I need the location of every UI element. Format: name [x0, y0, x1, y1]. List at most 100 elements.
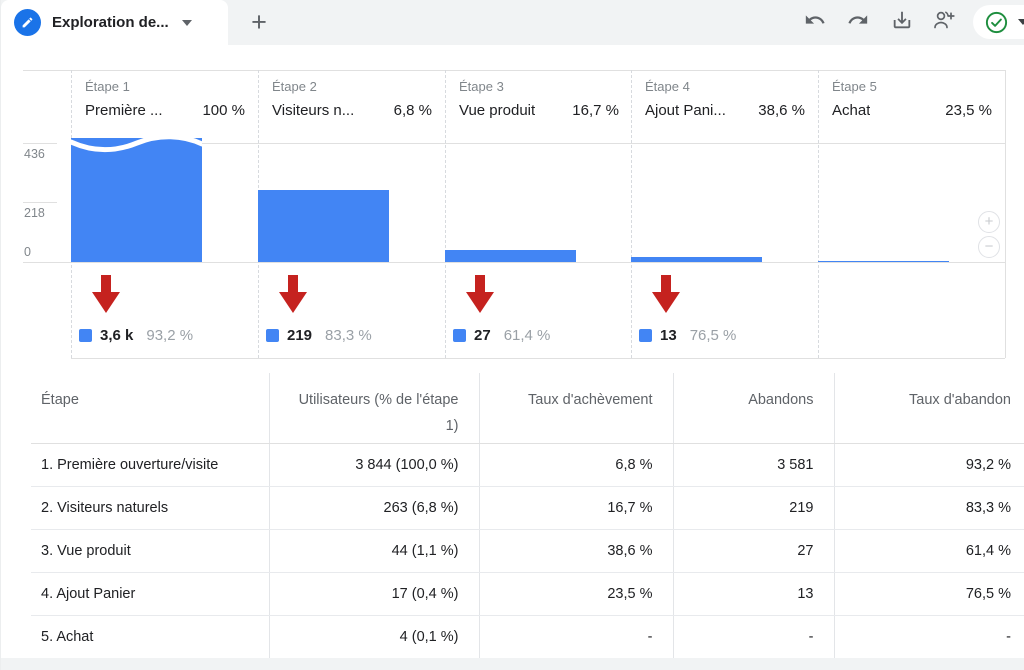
funnel-step-header-1[interactable]: Étape 1 Première ... 100 % [72, 70, 257, 130]
redo-icon [848, 15, 868, 24]
step-name: Première ... [85, 102, 163, 119]
funnel-column-divider [445, 70, 446, 358]
value-cell[interactable]: 61,4 % [833, 529, 1024, 573]
step-name-row: Vue produit 16,7 % [459, 102, 619, 119]
value-cell[interactable]: 17 (0,4 %) [268, 572, 479, 616]
step-etape-label: Étape 4 [645, 79, 690, 94]
step-etape-label: Étape 5 [832, 79, 877, 94]
value-cell[interactable]: 27 [672, 529, 834, 573]
value-cell[interactable]: 16,7 % [478, 486, 673, 530]
column-header-3: Taux d'achèvement [478, 373, 673, 444]
step-completion-rate: 38,6 % [758, 102, 805, 119]
x-axis-baseline [23, 262, 1005, 263]
step-label-cell[interactable]: 5. Achat [31, 615, 269, 659]
funnel-panel-right-border [1005, 70, 1006, 358]
status-check-icon [985, 11, 1008, 33]
funnel-bar-step-2[interactable] [258, 190, 389, 262]
step-name-row: Visiteurs n... 6,8 % [272, 102, 432, 119]
funnel-bar-step-4[interactable] [631, 257, 762, 262]
abandonment-arrow-icon [92, 275, 120, 313]
legend-color-swatch [453, 329, 466, 342]
value-cell[interactable]: 13 [672, 572, 834, 616]
horizontal-scrollbar-track[interactable] [1, 658, 1024, 670]
abandonment-count: 3,6 k [100, 327, 134, 344]
value-cell[interactable]: - [478, 615, 673, 659]
add-tab-button[interactable]: + [228, 0, 290, 45]
value-cell[interactable]: 4 (0,1 %) [268, 615, 479, 659]
value-cell[interactable]: 3 581 [672, 443, 834, 487]
zoom-out-icon: − [984, 238, 994, 255]
step-label-cell[interactable]: 2. Visiteurs naturels [31, 486, 269, 530]
tab-strip: Exploration de... + [1, 0, 1024, 45]
abandonment-legend: 219 83,3 % [266, 327, 372, 344]
tab-exploration[interactable]: Exploration de... [1, 0, 228, 45]
funnel-column-divider [818, 70, 819, 358]
abandonment-legend: 27 61,4 % [453, 327, 550, 344]
value-cell[interactable]: 23,5 % [478, 572, 673, 616]
funnel-column-divider [631, 70, 632, 358]
y-axis-tick-mark [23, 202, 57, 203]
funnel-panel-top-border [23, 70, 1005, 71]
value-cell[interactable]: 83,3 % [833, 486, 1024, 530]
pencil-icon [22, 17, 33, 28]
abandonment-legend: 13 76,5 % [639, 327, 736, 344]
value-cell[interactable]: 3 844 (100,0 %) [268, 443, 479, 487]
value-cell[interactable]: 263 (6,8 %) [268, 486, 479, 530]
table-row-4[interactable]: 4. Ajout Panier 17 (0,4 %) 23,5 % 13 76,5 % [31, 572, 1024, 616]
step-label-cell[interactable]: 4. Ajout Panier [31, 572, 269, 616]
step-label-cell[interactable]: 3. Vue produit [31, 529, 269, 573]
step-name: Ajout Pani... [645, 102, 726, 119]
step-name: Vue produit [459, 102, 536, 119]
value-cell[interactable]: 44 (1,1 %) [268, 529, 479, 573]
validation-status-button[interactable] [973, 5, 1024, 39]
funnel-step-header-3[interactable]: Étape 3 Vue produit 16,7 % [446, 70, 631, 130]
funnel-step-header-5[interactable]: Étape 5 Achat 23,5 % [819, 70, 1004, 130]
share-button[interactable] [931, 7, 957, 33]
download-button[interactable] [889, 7, 915, 33]
funnel-bar-step-5[interactable] [818, 261, 949, 262]
value-cell[interactable]: 219 [672, 486, 834, 530]
step-completion-rate: 100 % [202, 102, 245, 119]
funnel-step-header-4[interactable]: Étape 4 Ajout Pani... 38,6 % [632, 70, 817, 130]
step-completion-rate: 6,8 % [393, 102, 432, 119]
tab-title: Exploration de... [52, 14, 169, 31]
funnel-panel-bottom-border [71, 358, 1005, 359]
abandonment-count: 27 [474, 327, 491, 344]
funnel-bar-step-1[interactable] [71, 138, 202, 262]
step-name-row: Première ... 100 % [85, 102, 245, 119]
table-row-3[interactable]: 3. Vue produit 44 (1,1 %) 38,6 % 27 61,4 % [31, 529, 1024, 573]
edit-pencil-badge [14, 9, 41, 36]
value-cell[interactable]: - [672, 615, 834, 659]
legend-color-swatch [79, 329, 92, 342]
redo-button[interactable] [845, 7, 871, 33]
step-completion-rate: 16,7 % [572, 102, 619, 119]
table-row-1[interactable]: 1. Première ouverture/visite 3 844 (100,0… [31, 443, 1024, 487]
zoom-out-button[interactable]: − [978, 236, 1000, 258]
abandonment-arrow-icon [652, 275, 680, 313]
value-cell[interactable]: - [833, 615, 1024, 659]
zoom-in-button[interactable]: + [978, 211, 1000, 233]
column-header-5: Taux d'abandon [833, 373, 1024, 444]
step-completion-rate: 23,5 % [945, 102, 992, 119]
abandonment-count: 219 [287, 327, 313, 344]
funnel-data-table: Étape Utilisateurs (% de l'étape 1) Taux d… [31, 373, 1024, 659]
value-cell[interactable]: 38,6 % [478, 529, 673, 573]
table-row-5[interactable]: 5. Achat 4 (0,1 %) - - - [31, 615, 1024, 659]
value-cell[interactable]: 76,5 % [833, 572, 1024, 616]
legend-color-swatch [266, 329, 279, 342]
value-cell[interactable]: 93,2 % [833, 443, 1024, 487]
funnel-step-header-2[interactable]: Étape 2 Visiteurs n... 6,8 % [259, 70, 444, 130]
abandonment-legend: 3,6 k 93,2 % [79, 327, 193, 344]
undo-button[interactable] [802, 7, 828, 33]
zoom-in-icon: + [984, 213, 994, 230]
funnel-bar-step-3[interactable] [445, 250, 576, 262]
step-etape-label: Étape 1 [85, 79, 130, 94]
column-header-4: Abandons [672, 373, 834, 444]
y-axis-tick-label: 218 [24, 206, 45, 220]
step-label-cell[interactable]: 1. Première ouverture/visite [31, 443, 269, 487]
value-cell[interactable]: 6,8 % [478, 443, 673, 487]
table-row-2[interactable]: 2. Visiteurs naturels 263 (6,8 %) 16,7 % 21… [31, 486, 1024, 530]
tab-dropdown-caret-icon[interactable] [181, 19, 192, 26]
